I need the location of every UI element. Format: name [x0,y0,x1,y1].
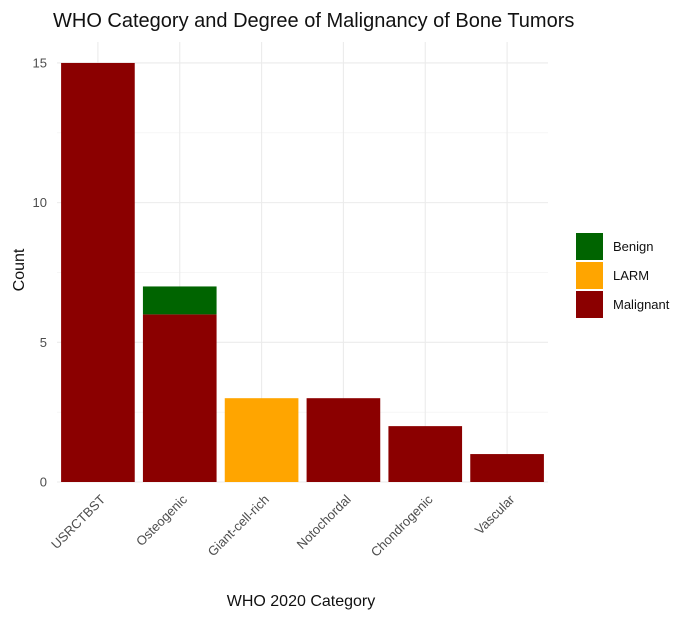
y-tick-label: 5 [40,335,47,350]
bar-malignant-usrctbst [61,62,135,482]
legend-label-malignant: Malignant [613,297,670,312]
bar-malignant-osteogenic [142,314,217,482]
chart-title: WHO Category and Degree of Malignancy of… [53,10,574,32]
legend-label-benign: Benign [613,239,653,254]
x-tick-label: Giant-cell-rich [205,492,272,559]
bar-benign-osteogenic [142,286,217,315]
legend: Benign LARM Malignant [576,233,670,318]
y-tick-label: 15 [33,55,47,70]
x-tick-label: Chondrogenic [368,491,436,559]
legend-key-benign [576,233,603,260]
bar-malignant-vascular [470,454,544,482]
bar-malignant-notochordal [306,398,381,482]
legend-label-larm: LARM [613,268,649,283]
y-tick-labels: 0 5 10 15 [33,55,47,489]
x-tick-label: Osteogenic [133,491,190,548]
legend-key-larm [576,262,603,289]
y-tick-label: 0 [40,475,47,490]
x-axis-title: WHO 2020 Category [227,593,376,610]
y-tick-label: 10 [33,195,47,210]
bar-malignant-chondrogenic [388,426,463,482]
x-tick-label: Vascular [472,491,518,537]
y-axis-title: Count [11,248,28,291]
bar-larm-giant-cell-rich [224,398,299,482]
x-tick-label: USRCTBST [48,492,108,552]
legend-key-malignant [576,291,603,318]
x-tick-label: Notochordal [294,492,354,552]
bars [61,62,544,482]
x-tick-labels: USRCTBST Osteogenic Giant-cell-rich Notocho… [48,491,518,559]
